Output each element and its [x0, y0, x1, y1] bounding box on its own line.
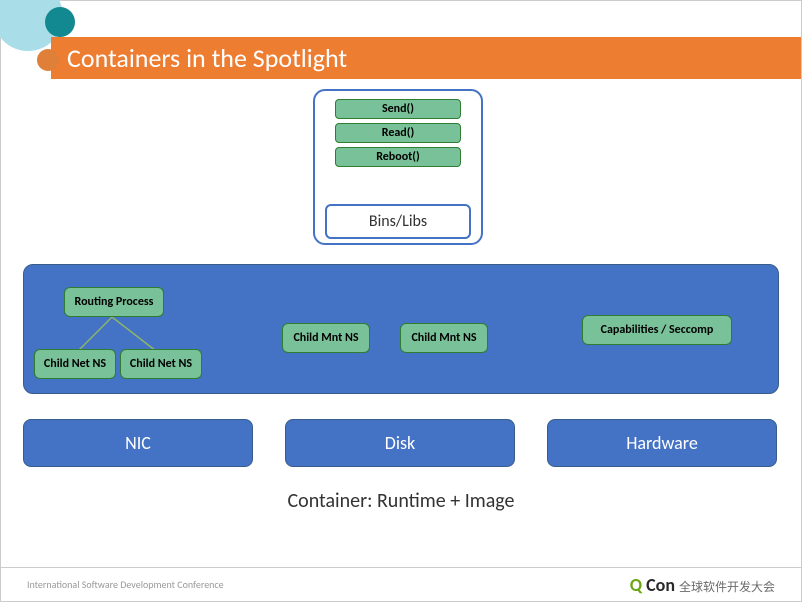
- container-image-box: Send() Read() Reboot() Bins/Libs: [313, 89, 483, 245]
- bins-libs-box: Bins/Libs: [325, 204, 471, 239]
- tree-line-right: [112, 317, 156, 351]
- subtitle: Container: Runtime + Image: [23, 489, 779, 513]
- slide-title: Containers in the Spotlight: [51, 37, 801, 79]
- decor-circle-orange: [37, 49, 59, 71]
- child-net-ns-1-node: Child Net NS: [34, 349, 116, 379]
- footer: International Software Development Confe…: [1, 567, 801, 601]
- tree-line-left: [78, 317, 112, 351]
- diagram-area: Send() Read() Reboot() Bins/Libs Routing…: [23, 89, 779, 551]
- footer-conference-name: International Software Development Confe…: [27, 578, 224, 591]
- qcon-logo: QCon 全球软件开发大会: [630, 574, 775, 596]
- syscall-send: Send(): [335, 99, 461, 119]
- routing-process-node: Routing Process: [64, 287, 164, 317]
- kernel-box: Routing Process Child Net NS Child Net N…: [23, 264, 779, 394]
- child-mnt-ns-1-node: Child Mnt NS: [282, 323, 370, 353]
- child-net-ns-2-node: Child Net NS: [120, 349, 202, 379]
- capabilities-seccomp-node: Capabilities / Seccomp: [582, 315, 732, 345]
- decor-circle-teal: [45, 7, 75, 37]
- syscall-reboot: Reboot(): [335, 147, 461, 167]
- syscall-read: Read(): [335, 123, 461, 143]
- disk-box: Disk: [285, 419, 515, 467]
- child-mnt-ns-2-node: Child Mnt NS: [400, 323, 488, 353]
- qcon-logo-q: Q: [630, 574, 642, 596]
- nic-box: NIC: [23, 419, 253, 467]
- qcon-logo-con: Con: [646, 574, 675, 596]
- qcon-logo-zh: 全球软件开发大会: [679, 578, 775, 595]
- hardware-box: Hardware: [547, 419, 777, 467]
